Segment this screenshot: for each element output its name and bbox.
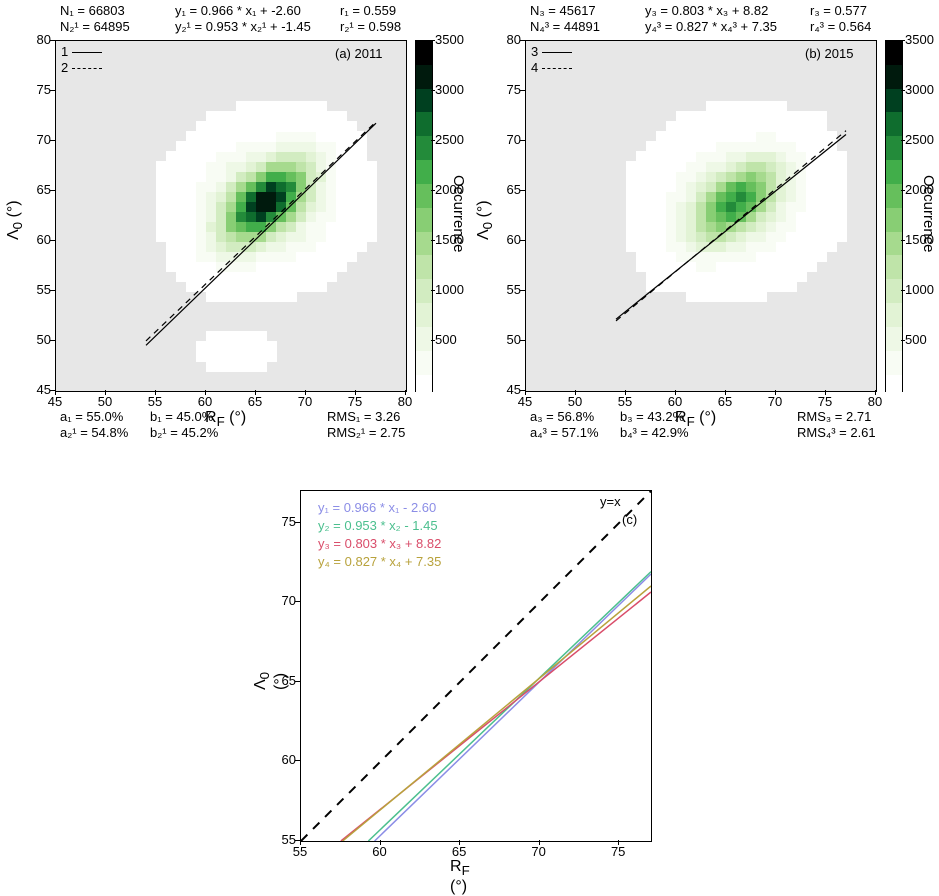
panel-c-xtick: 65 bbox=[449, 844, 469, 859]
panel-b-ytick: 50 bbox=[497, 332, 521, 347]
panel-b-bottom-annot: a₃ = 56.8% bbox=[530, 409, 594, 424]
panel-c-ylabel: Λ0 (°) bbox=[252, 672, 290, 690]
panel-b-fit-line-0 bbox=[616, 134, 846, 319]
panel-b-bottom-annot: b₃ = 43.2% bbox=[620, 409, 684, 424]
panel-b-top-annot: y₄³ = 0.827 * x₄³ + 7.35 bbox=[645, 19, 777, 34]
panel-c-eq-3: y₃ = 0.803 * x₃ + 8.82 bbox=[318, 536, 441, 551]
panel-c-eq-2: y₂ = 0.953 * x₂ - 1.45 bbox=[318, 518, 438, 533]
panel-c-ytick: 70 bbox=[272, 593, 296, 608]
panel-b-xtick: 65 bbox=[715, 394, 735, 409]
panel-b-ytick: 60 bbox=[497, 232, 521, 247]
panel-b-cb-tick: 500 bbox=[905, 332, 927, 347]
panel-b-top-annot: N₃ = 45617 bbox=[530, 3, 596, 18]
panel-b-bottom-annot: a₄³ = 57.1% bbox=[530, 425, 599, 440]
panel-b-cb-tick: 3500 bbox=[905, 32, 934, 47]
panel-b-top-annot: y₃ = 0.803 * x₃ + 8.82 bbox=[645, 3, 768, 18]
panel-b-xtick: 60 bbox=[665, 394, 685, 409]
panel-b-plot-area bbox=[525, 40, 877, 392]
panel-c-ytick: 60 bbox=[272, 752, 296, 767]
panel-b-overlay-svg bbox=[526, 41, 876, 391]
panel-b-bottom-annot: RMS₃ = 2.71 bbox=[797, 409, 871, 424]
panel-c-label: (c) bbox=[622, 512, 637, 527]
panel-b-xtick: 80 bbox=[865, 394, 885, 409]
panel-c-eq-4: y₄ = 0.827 * x₄ + 7.35 bbox=[318, 554, 441, 569]
panel-b-ytick: 70 bbox=[497, 132, 521, 147]
identity-label: y=x bbox=[600, 494, 621, 509]
panel-c-xtick: 70 bbox=[529, 844, 549, 859]
panel-b-xtick: 55 bbox=[615, 394, 635, 409]
panel-b-top-annot: N₄³ = 44891 bbox=[530, 19, 600, 34]
panel-c-xtick: 60 bbox=[370, 844, 390, 859]
panel-c-xtick: 75 bbox=[608, 844, 628, 859]
panel-c-ytick: 75 bbox=[272, 514, 296, 529]
panel-c-eq-1: y₁ = 0.966 * x₁ - 2.60 bbox=[318, 500, 436, 515]
panel-b-panel-label: (b) 2015 bbox=[805, 46, 853, 61]
panel-b-top-annot: r₃ = 0.577 bbox=[810, 3, 867, 18]
panel-b-ylabel: Λ0 (°) bbox=[475, 200, 495, 240]
panel-b-ytick: 80 bbox=[497, 32, 521, 47]
panel-b-bottom-annot: b₄³ = 42.9% bbox=[620, 425, 689, 440]
panel-b-bottom-annot: RMS₄³ = 2.61 bbox=[797, 425, 876, 440]
panel-b-cb-tick: 3000 bbox=[905, 82, 934, 97]
panel-b-cb-label: Occurrence bbox=[920, 175, 937, 253]
panel-b-ytick: 45 bbox=[497, 382, 521, 397]
panel-b-cb-tick: 2500 bbox=[905, 132, 934, 147]
figure-root: 45505560657075804550556065707580Λ0 (°)RF… bbox=[0, 0, 939, 874]
panel-b-ytick: 75 bbox=[497, 82, 521, 97]
panel-b-cb-tick: 1000 bbox=[905, 282, 934, 297]
panel-b-xtick: 70 bbox=[765, 394, 785, 409]
panel-c-line-1 bbox=[375, 574, 651, 841]
panel-b-ytick: 55 bbox=[497, 282, 521, 297]
panel-b-top-annot: r₄³ = 0.564 bbox=[810, 19, 871, 34]
panel-b-legend-4: 4 bbox=[531, 60, 576, 75]
panel-c-ytick: 55 bbox=[272, 832, 296, 847]
panel-c-xlabel: RF (°) bbox=[450, 858, 470, 896]
panel-b-ytick: 65 bbox=[497, 182, 521, 197]
panel-b-fit-line-1 bbox=[616, 131, 846, 321]
panel-b-xtick: 50 bbox=[565, 394, 585, 409]
panel-b-xtick: 75 bbox=[815, 394, 835, 409]
panel-b-legend-3: 3 bbox=[531, 44, 576, 59]
panel-c-line-4 bbox=[343, 586, 651, 841]
